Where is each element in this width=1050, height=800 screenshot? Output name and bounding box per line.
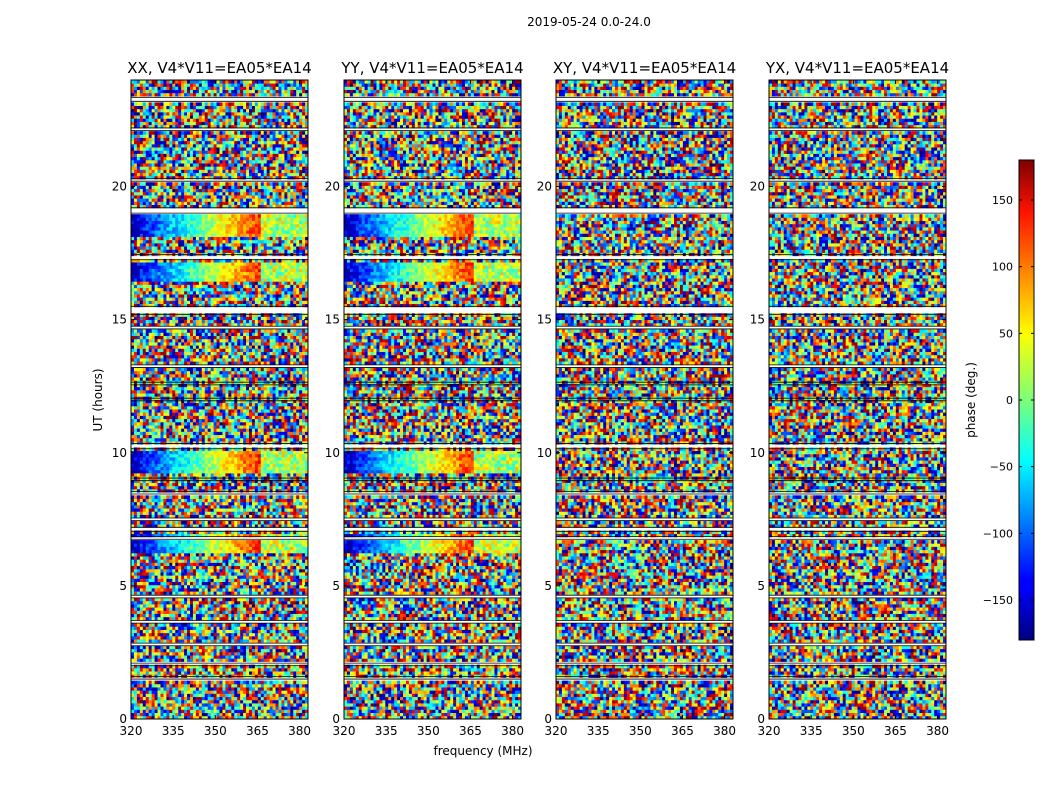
y-tick-label: 15 — [537, 313, 552, 327]
y-tick-label: 20 — [750, 180, 765, 194]
panel-title: YX, V4*V11=EA05*EA14 — [765, 59, 949, 77]
y-tick-label: 5 — [119, 579, 127, 593]
x-axis-label: frequency (MHz) — [433, 744, 532, 758]
x-tick-label: 365 — [459, 724, 482, 738]
y-tick-label: 20 — [325, 180, 340, 194]
panel-xy: XY, V4*V11=EA05*EA14 320 335 350 365 380 0 5 10 1… — [537, 59, 736, 738]
x-tick-label: 335 — [800, 724, 823, 738]
colorbar-tick-label: 150 — [992, 194, 1013, 207]
colorbar-tick-label: −150 — [983, 594, 1013, 607]
x-tick-label: 365 — [246, 724, 269, 738]
x-tick-label: 335 — [587, 724, 610, 738]
x-tick-label: 335 — [375, 724, 398, 738]
x-tick-label: 350 — [417, 724, 440, 738]
y-tick-label: 5 — [544, 579, 552, 593]
x-tick-label: 350 — [629, 724, 652, 738]
y-tick-label: 20 — [537, 180, 552, 194]
colorbar-label: phase (deg.) — [964, 362, 978, 438]
y-tick-label: 10 — [325, 446, 340, 460]
y-tick-label: 20 — [112, 180, 127, 194]
heatmap-yy — [344, 80, 521, 719]
x-tick-label: 380 — [713, 724, 736, 738]
x-tick-label: 350 — [842, 724, 865, 738]
colorbar: 150 100 50 0 −50 −100 −150 phase (deg.) — [964, 159, 1035, 641]
y-tick-label: 15 — [750, 313, 765, 327]
y-tick-label: 15 — [325, 313, 340, 327]
colorbar-tick-label: 0 — [1006, 394, 1013, 407]
x-tick-label: 335 — [162, 724, 185, 738]
heatmap-xy — [556, 80, 733, 719]
x-tick-label: 320 — [333, 724, 356, 738]
heatmap-yx — [769, 80, 946, 719]
heatmap-xx — [131, 80, 308, 719]
x-tick-label: 380 — [288, 724, 311, 738]
panel-title: XX, V4*V11=EA05*EA14 — [127, 59, 311, 77]
panel-title: YY, V4*V11=EA05*EA14 — [340, 59, 523, 77]
colorbar-tick-label: −50 — [990, 461, 1013, 474]
panel-frame — [343, 79, 522, 720]
panel-yx: YX, V4*V11=EA05*EA14 320 335 350 365 380 0 5 10 1… — [750, 59, 949, 738]
x-tick-label: 350 — [204, 724, 227, 738]
panel-frame — [555, 79, 734, 720]
x-tick-label: 320 — [120, 724, 143, 738]
figure-suptitle: 2019-05-24 0.0-24.0 — [527, 15, 651, 29]
panel-title: XY, V4*V11=EA05*EA14 — [553, 59, 736, 77]
panel-yy: YY, V4*V11=EA05*EA14 320 335 350 365 380 0 5 10 1… — [325, 59, 524, 738]
y-tick-label: 0 — [332, 712, 340, 726]
panels: XX, V4*V11=EA05*EA14 320 335 350 365 380 0 5 10 1… — [112, 59, 949, 738]
y-tick-label: 15 — [112, 313, 127, 327]
y-tick-label: 10 — [112, 446, 127, 460]
y-tick-label: 0 — [119, 712, 127, 726]
panel-frame — [768, 79, 947, 720]
y-tick-label: 0 — [544, 712, 552, 726]
y-tick-label: 0 — [757, 712, 765, 726]
x-tick-label: 320 — [758, 724, 781, 738]
x-tick-label: 380 — [926, 724, 949, 738]
y-tick-label: 10 — [537, 446, 552, 460]
x-tick-label: 365 — [671, 724, 694, 738]
x-tick-label: 365 — [884, 724, 907, 738]
colorbar-tick-label: −100 — [983, 527, 1013, 540]
colorbar-tick-label: 100 — [992, 261, 1013, 274]
y-tick-label: 5 — [757, 579, 765, 593]
panel-xx: XX, V4*V11=EA05*EA14 320 335 350 365 380 0 5 10 1… — [112, 59, 312, 738]
x-tick-label: 380 — [501, 724, 524, 738]
colorbar-ticks: 150 100 50 0 −50 −100 −150 — [983, 194, 1034, 607]
colorbar-tick-label: 50 — [999, 327, 1013, 340]
y-tick-label: 5 — [332, 579, 340, 593]
y-axis-label: UT (hours) — [91, 368, 105, 431]
y-tick-label: 10 — [750, 446, 765, 460]
x-tick-label: 320 — [545, 724, 568, 738]
panel-frame — [130, 79, 309, 720]
